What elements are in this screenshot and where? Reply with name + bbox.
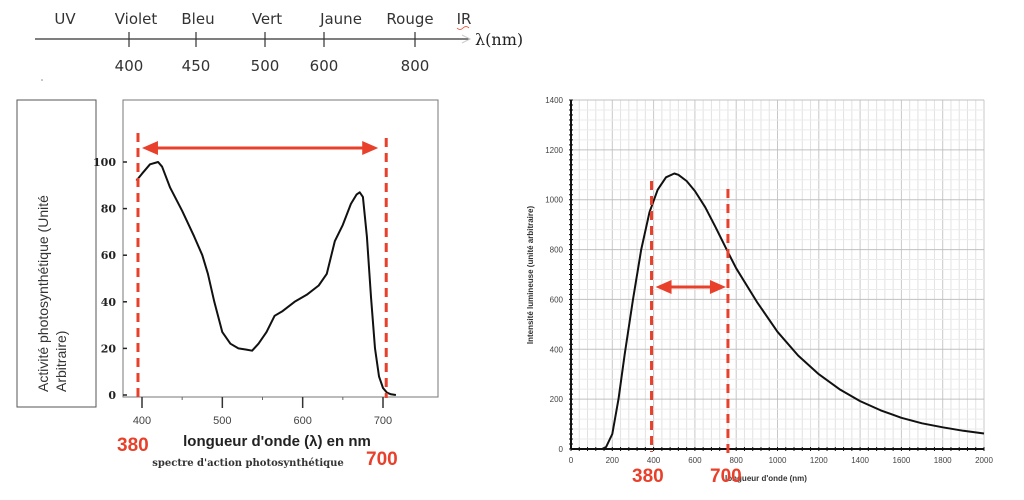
- ir-spell-underline: [456, 26, 470, 30]
- scale-tick-label: 500: [251, 57, 280, 75]
- right-x-tick-label: 1400: [851, 456, 869, 465]
- band-label-violet: Violet: [115, 10, 158, 28]
- band-label-rouge: Rouge: [386, 10, 433, 28]
- scale-tick-label: 600: [310, 57, 339, 75]
- band-label-bleu: Bleu: [181, 10, 214, 28]
- left-x-tick-label: 600: [293, 415, 311, 427]
- right-x-tick-label: 800: [730, 456, 744, 465]
- left-range-end-label: 700: [366, 449, 398, 470]
- right-xlabel: longueur d'onde (nm): [725, 474, 807, 483]
- left-y-tick-label: 100: [93, 156, 116, 169]
- scale-tick-label: 450: [182, 57, 211, 75]
- left-x-tick-label: 500: [213, 415, 231, 427]
- right-x-tick-label: 200: [606, 456, 620, 465]
- right-axes: [569, 99, 985, 451]
- left-x-tick-label: 400: [133, 415, 151, 427]
- right-x-tick-label: 1200: [810, 456, 828, 465]
- scale-arrow-head: [461, 34, 472, 44]
- right-y-tick-label: 200: [550, 395, 564, 404]
- scale-axis-label: λ(nm): [475, 30, 523, 49]
- left-arrow-head-left: [141, 141, 158, 155]
- right-y-ticks: 0 200 400 600 800 1000 1200 1400: [545, 96, 563, 454]
- right-x-tick-label: 1000: [769, 456, 787, 465]
- right-x-tick-label: 2000: [975, 456, 993, 465]
- right-x-tick-label: 1600: [893, 456, 911, 465]
- left-x-tick-label: 700: [374, 415, 392, 427]
- stray-dot: [41, 79, 43, 81]
- band-label-vert: Vert: [252, 10, 282, 28]
- left-arrow-head-right: [362, 141, 379, 155]
- right-x-tick-label: 400: [647, 456, 661, 465]
- left-xlabel: longueur d'onde (λ) en nm: [183, 433, 371, 450]
- left-y-ticks: 0 20 40 60 80 100: [93, 156, 127, 402]
- wavelength-scale: UV Violet Bleu Vert Jaune Rouge IR 400 4…: [35, 10, 523, 81]
- right-y-tick-label: 1000: [545, 196, 563, 205]
- right-x-tick-label: 0: [569, 456, 574, 465]
- right-ylabel: Intensité lumineuse (unité arbitraire): [526, 206, 535, 345]
- band-label-uv: UV: [54, 10, 76, 28]
- left-range-arrow: [141, 141, 379, 155]
- action-spectrum-chart: Activité photosynthétique (Unité Arbitra…: [16, 99, 439, 470]
- band-label-jaune: Jaune: [319, 10, 362, 28]
- right-y-tick-label: 600: [550, 295, 564, 304]
- left-y-tick-label: 60: [101, 249, 117, 262]
- right-y-tick-label: 400: [550, 345, 564, 354]
- scale-ticks: [128, 32, 416, 47]
- right-arrow-head-right: [709, 280, 726, 294]
- right-x-tick-label: 1800: [934, 456, 952, 465]
- left-ylabel-line-1: Activité photosynthétique (Unité: [35, 195, 51, 392]
- right-y-tick-label: 800: [550, 246, 564, 255]
- left-x-ticks: 400 500 600 700: [133, 397, 392, 427]
- intensity-chart: 0 200 400 600 800 1000 1200 1400 0 200 400 600 800 1…: [526, 96, 993, 487]
- scale-tick-label: 800: [401, 57, 430, 75]
- left-y-tick-label: 0: [108, 389, 116, 402]
- right-x-ticks: 0 200 400 600 800 1000 1200 1400 1600 1800 2000: [569, 456, 994, 465]
- right-y-tick-label: 0: [559, 445, 564, 454]
- right-range-start-label: 380: [632, 466, 664, 487]
- right-series-line: [571, 172, 985, 450]
- left-caption: spectre d'action photosynthétique: [152, 458, 344, 469]
- ylabel-group: Activité photosynthétique (Unité Arbitra…: [35, 195, 69, 392]
- left-y-tick-label: 40: [101, 296, 117, 309]
- right-arrow-head-left: [655, 280, 672, 294]
- band-label-ir: IR: [457, 10, 472, 28]
- left-ylabel-line-2: Arbitraire): [53, 331, 69, 392]
- right-range-end-label: 700: [710, 466, 742, 487]
- right-x-tick-label: 600: [688, 456, 702, 465]
- left-y-tick-label: 80: [101, 203, 117, 216]
- right-y-tick-label: 1200: [545, 146, 563, 155]
- left-range-start-label: 380: [117, 435, 149, 456]
- left-plot-frame: [122, 99, 439, 398]
- right-grid: [570, 99, 985, 450]
- left-y-tick-label: 20: [101, 342, 117, 355]
- right-range-arrow: [655, 280, 726, 294]
- scale-tick-label: 400: [115, 57, 144, 75]
- ylabel-box: [16, 99, 97, 408]
- right-y-tick-label: 1400: [545, 96, 563, 105]
- left-series-line: [135, 161, 397, 396]
- right-ylabel-group: Intensité lumineuse (unité arbitraire): [526, 206, 535, 345]
